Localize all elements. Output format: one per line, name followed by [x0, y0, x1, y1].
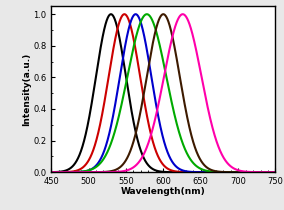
X-axis label: Wavelength(nm): Wavelength(nm) — [121, 188, 206, 196]
Y-axis label: Intensity(a.u.): Intensity(a.u.) — [23, 53, 32, 126]
